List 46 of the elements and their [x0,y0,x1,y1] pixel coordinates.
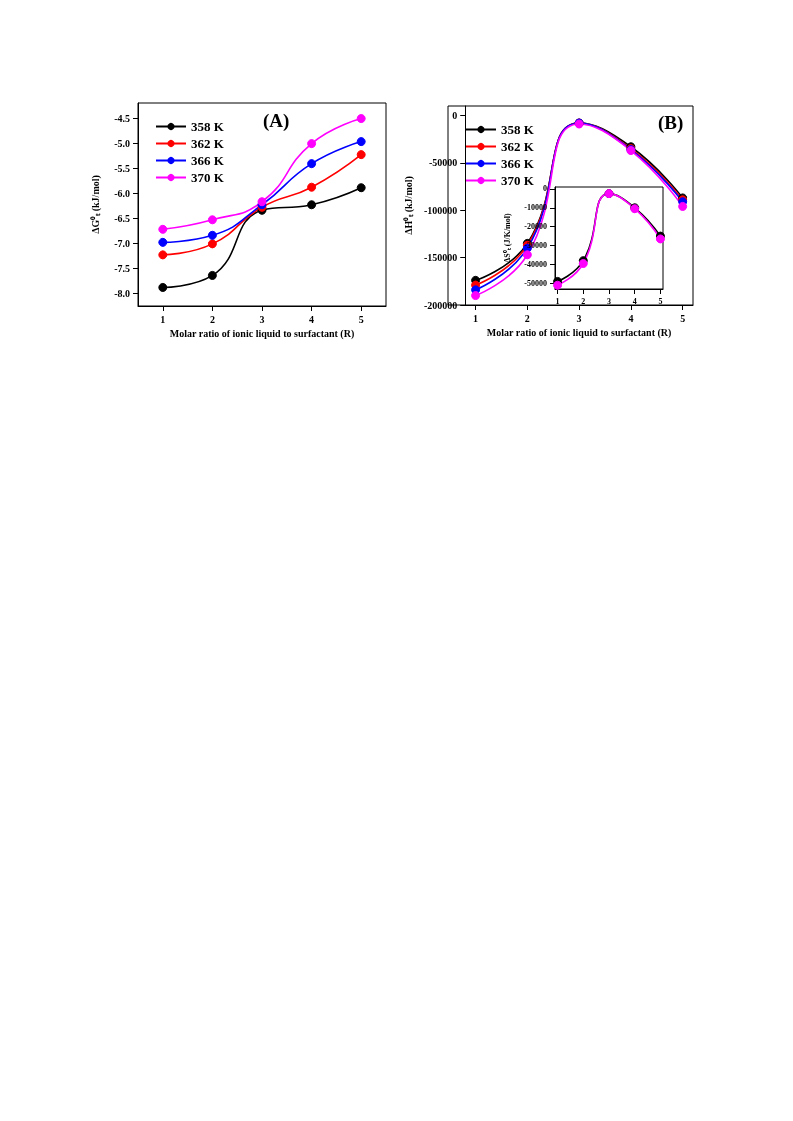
y-tick-label: -150000 [423,252,458,264]
y-axis-title: ΔH⁰ₜ (kJ/mol) [402,176,415,235]
legend-label: 362 K [191,136,225,151]
x-tick-label: 3 [576,312,582,324]
y-axis-title: ΔG⁰ₜ (kJ/mol) [89,175,102,234]
y-tick-label: -5.5 [114,162,130,174]
legend-label: 358 K [191,119,225,134]
y-tick-label: -8.0 [114,287,130,299]
chart-title: (B) [658,112,684,134]
y-tick-label: -4.5 [114,112,130,124]
y-tick-label: -7.0 [114,237,130,249]
y-tick-label: -50000 [524,278,547,288]
legend-label: 366 K [191,153,225,168]
x-tick-label: 1 [555,296,560,306]
y-tick-label: -5.0 [114,137,130,149]
x-tick-label: 3 [259,313,265,325]
x-tick-label: 5 [680,312,686,324]
y-axis-title: ΔS⁰ₜ (J/K/mol) [502,213,512,263]
x-tick-label: 4 [628,312,634,324]
legend-label: 362 K [501,139,535,154]
legend-label: 370 K [191,170,225,185]
y-tick-label: -50000 [428,157,458,169]
y-tick-label: -100000 [423,204,458,216]
x-tick-label: 1 [160,313,166,325]
y-tick-label: -6.0 [114,187,130,199]
x-tick-label: 1 [473,312,479,324]
y-tick-label: -40000 [524,259,547,269]
y-tick-label: -6.5 [114,212,130,224]
legend-label: 370 K [501,173,535,188]
y-tick-label: -200000 [423,299,458,311]
x-tick-label: 2 [581,296,586,306]
legend-label: 366 K [501,156,535,171]
x-tick-label: 2 [524,312,530,324]
x-tick-label: 5 [658,296,663,306]
x-tick-label: 3 [607,296,611,306]
y-tick-label: -7.5 [114,262,130,274]
legend-label: 358 K [501,122,535,137]
x-axis-title: Molar ratio of ionic liquid to surfactant (R) [169,328,355,341]
x-axis-title: Molar ratio of ionic liquid to surfactant (R) [486,327,672,340]
x-tick-label: 4 [309,313,315,325]
x-tick-label: 2 [209,313,215,325]
x-tick-label: 4 [632,296,637,306]
y-tick-label: 0 [543,184,547,194]
chart-title: (A) [263,110,290,132]
y-tick-label: 0 [452,109,458,121]
x-tick-label: 5 [358,313,364,325]
